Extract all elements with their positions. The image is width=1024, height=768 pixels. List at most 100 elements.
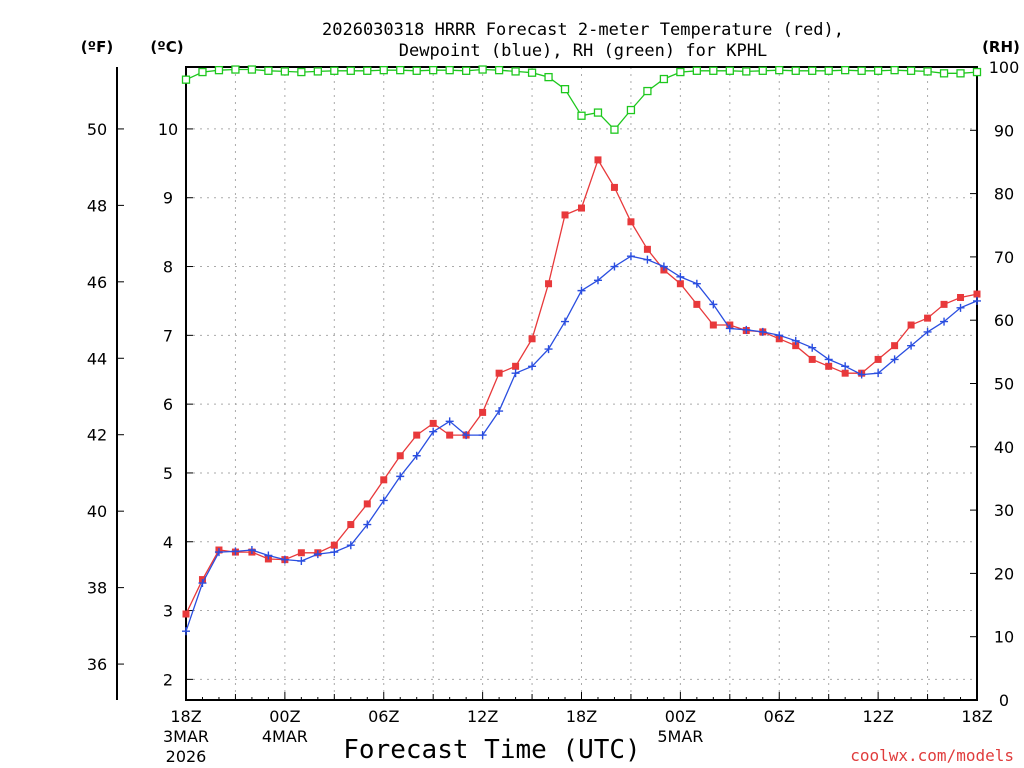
dewpoint-point [396,472,405,481]
rh-point [379,66,388,75]
rh-point [363,66,372,75]
rh-point [313,67,322,76]
celsius-tick-label: 9 [163,189,173,208]
temperature-point [545,280,553,288]
rh-point [577,111,586,120]
dewpoint-point [412,451,421,460]
temperature-point [610,183,618,191]
rh-point [330,66,339,75]
dewpoint-point [643,255,652,264]
series-layer [181,65,982,636]
chart-title-line1: 2026030318 HRRR Forecast 2-meter Tempera… [322,20,844,40]
celsius-tick-label: 7 [163,326,173,345]
dewpoint-point [940,317,949,326]
dewpoint-point [462,431,471,440]
dewpoint-point [511,369,520,378]
rh-point [247,65,257,74]
fahrenheit-axis-unit: (ºF) [81,38,113,56]
rh-point [659,74,669,84]
dewpoint-point [445,417,454,426]
temperature-point [940,300,948,308]
rh-point [346,66,355,75]
x-tick-label: 18Z [170,707,201,726]
temperature-point [792,342,800,350]
temperature-point [841,369,849,377]
rh-point [560,85,570,94]
dewpoint-point [890,355,899,364]
dewpoint-point [280,555,289,564]
temperature-point [676,280,684,288]
temperature-point [396,452,404,460]
dewpoint-point [692,279,701,288]
rh-point [198,67,207,77]
dewpoint-point [297,557,306,566]
rh-point [297,67,306,77]
celsius-axis-unit: (ºC) [150,38,183,56]
rh-tick-label: 30 [994,501,1014,520]
temperature-point [330,541,338,549]
rh-point [742,67,751,76]
temperature-point [594,156,602,164]
rh-point [857,66,866,75]
fahrenheit-tick-label: 36 [87,655,107,674]
rh-point [956,69,965,78]
rh-point [972,67,982,77]
celsius-tick-label: 2 [163,670,173,689]
temperature-point [512,362,520,370]
celsius-tick-label: 8 [163,258,173,277]
rh-point [527,68,537,77]
temperature-series [182,156,981,618]
temperature-point [924,314,932,322]
chart-title-line2: Dewpoint (blue), RH (green) for KPHL [399,41,767,61]
celsius-tick-label: 4 [163,533,173,552]
rh-point [808,66,817,75]
celsius-tick-label: 5 [163,464,173,483]
dewpoint-point [346,541,355,550]
temperature-point [825,362,833,370]
fahrenheit-tick-label: 50 [87,120,107,139]
rh-point [264,66,273,75]
rh-point [676,67,685,77]
dewpoint-point [808,343,817,352]
rh-point [791,66,800,75]
rh-point [511,67,520,76]
rh-tick-label: 60 [994,311,1014,330]
dewpoint-point [198,579,207,588]
dewpoint-point [495,407,504,416]
dewpoint-point [874,369,883,378]
dewpoint-point [593,276,602,285]
dewpoint-point [313,550,322,559]
rh-point [824,66,833,75]
x-axis-label: Forecast Time (UTC) [343,735,640,765]
dewpoint-point [264,551,273,560]
x-tick-label: 12Z [862,707,893,726]
tick-layer: 2 3 4 5 6 7 8 9 10 36 38 40 42 44 46 48 50 0 10 20 30 40 50 60 7… [87,58,1019,766]
fahrenheit-tick-label: 40 [87,502,107,521]
rh-axis-unit: (RH) [982,38,1020,56]
dewpoint-point [956,303,965,312]
temperature-point [578,204,585,212]
temperature-point [363,500,371,508]
rh-tick-label: 40 [994,438,1014,457]
temperature-point [297,549,305,557]
fahrenheit-tick-label: 44 [87,349,107,368]
dewpoint-point [231,547,240,556]
x-tick-label: 12Z [467,707,498,726]
celsius-tick-label: 10 [158,120,178,139]
dewpoint-point [429,427,438,436]
dewpoint-point [626,252,635,261]
rh-point [939,69,949,78]
dewpoint-point [775,331,784,340]
x-tick-date-label: 3MAR [163,727,209,746]
dewpoint-point [742,325,751,334]
rh-point [494,66,504,75]
rh-series [181,65,982,134]
temperature-point [528,335,536,343]
dewpoint-point [610,262,619,271]
dewpoint-point [659,262,668,271]
fahrenheit-tick-label: 42 [87,426,107,445]
temperature-point [413,431,421,439]
x-tick-label: 00Z [665,707,696,726]
x-tick-label: 06Z [764,707,795,726]
temperature-point [347,521,355,529]
